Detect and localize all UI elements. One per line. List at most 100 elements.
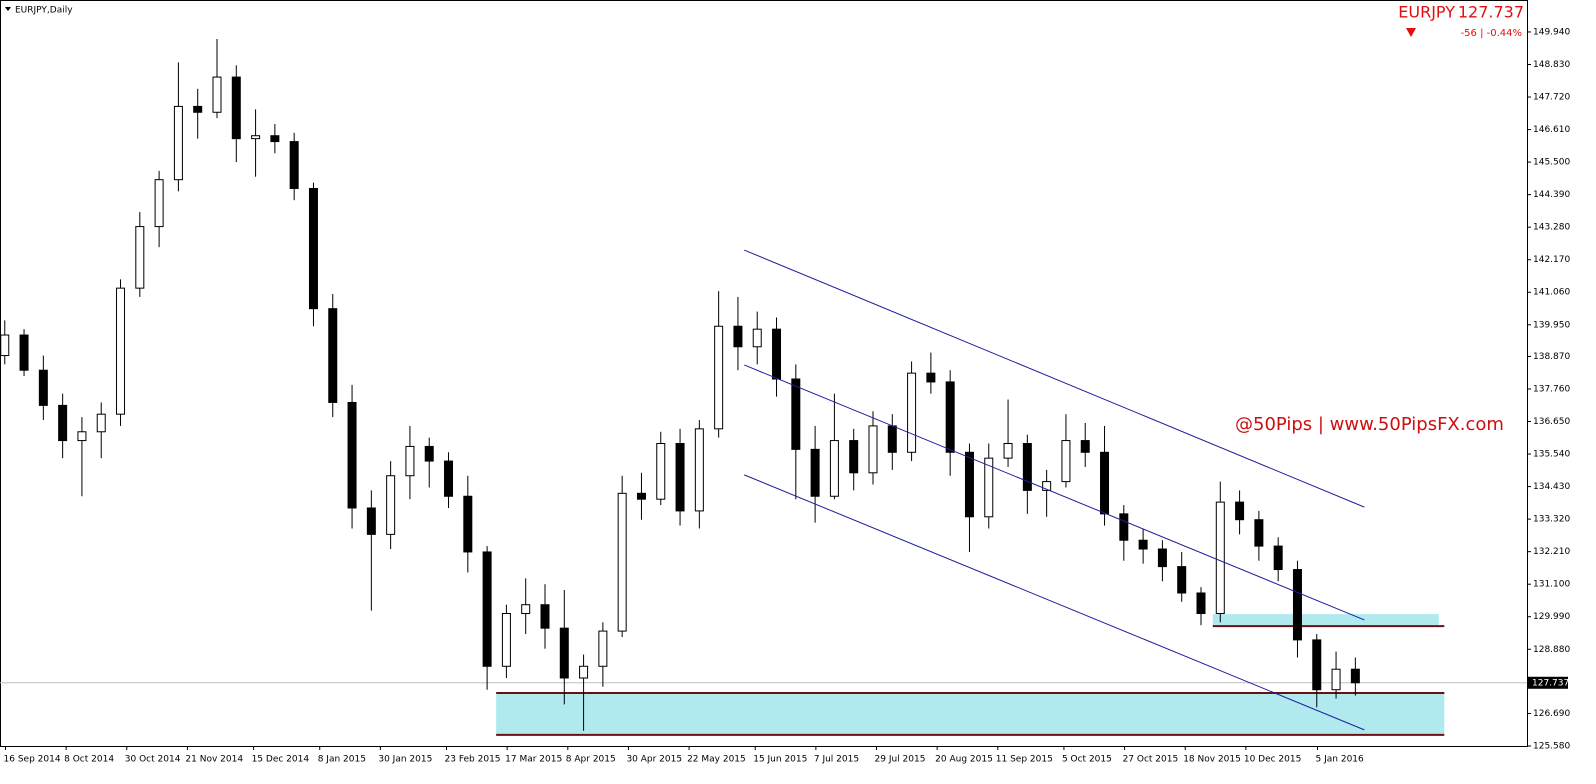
candle-body <box>849 440 859 474</box>
candle-body <box>1350 668 1360 684</box>
y-tick-label: 132.210 <box>1533 547 1570 557</box>
x-tick-label: 10 Dec 2015 <box>1244 755 1302 765</box>
candle-body <box>772 328 782 380</box>
candle-body <box>733 325 743 348</box>
x-tick-label: 30 Jan 2015 <box>378 755 432 765</box>
candle-body <box>675 442 685 512</box>
x-tick-label: 29 Jul 2015 <box>875 755 926 765</box>
candle-body <box>964 451 974 518</box>
candle-body <box>0 334 10 357</box>
candle-body <box>926 372 936 383</box>
candle-body <box>116 287 126 415</box>
candle-body <box>231 76 241 140</box>
zone <box>1212 614 1439 627</box>
candle-body <box>579 665 589 679</box>
candle-body <box>58 404 68 442</box>
x-tick-label: 11 Sep 2015 <box>996 755 1053 765</box>
x-tick-label: 7 Jul 2015 <box>814 755 859 765</box>
candle-body <box>1215 501 1225 615</box>
x-tick-label: 23 Feb 2015 <box>445 755 501 765</box>
candle-body <box>714 325 724 430</box>
y-tick-label: 142.170 <box>1533 255 1570 265</box>
price-tag-label: 127.737 <box>1532 678 1569 688</box>
x-tick-label: 15 Dec 2014 <box>252 755 310 765</box>
x-tick-label: 5 Jan 2016 <box>1316 755 1364 765</box>
x-tick-label: 16 Sep 2014 <box>4 755 61 765</box>
y-tick-label: 134.430 <box>1533 482 1570 492</box>
y-tick-label: 145.500 <box>1533 158 1570 168</box>
candle-body <box>1254 519 1264 547</box>
candle-body <box>405 445 415 477</box>
candle-body <box>791 378 801 450</box>
x-tick-label: 21 Nov 2014 <box>185 755 243 765</box>
price: 127.737 <box>1458 3 1524 22</box>
y-tick-label: 146.610 <box>1533 125 1570 135</box>
candle-body <box>173 105 183 181</box>
x-tick-label: 17 Mar 2015 <box>505 755 562 765</box>
candle-body <box>463 495 473 553</box>
candle-body <box>270 135 280 143</box>
price-tag <box>1528 676 1568 689</box>
candle-body <box>1042 481 1052 491</box>
candle-body <box>1119 513 1129 541</box>
candle-body <box>251 135 261 140</box>
candle-body <box>386 475 396 535</box>
candle-body <box>1100 451 1110 515</box>
candle-body <box>868 425 878 474</box>
y-tick-label: 139.950 <box>1533 320 1570 330</box>
x-tick-label: 20 Aug 2015 <box>935 755 993 765</box>
menu-icon <box>5 7 11 11</box>
candle-body <box>1312 639 1322 691</box>
x-tick-label: 5 Oct 2015 <box>1062 755 1112 765</box>
symbol: EURJPY <box>1398 3 1455 22</box>
candle-body <box>598 630 608 667</box>
x-tick-label: 8 Apr 2015 <box>566 755 616 765</box>
candle-body <box>444 460 454 497</box>
candle-body <box>1138 539 1148 550</box>
y-tick-label: 144.390 <box>1533 190 1570 200</box>
candle-body <box>521 604 531 615</box>
candle-body <box>424 445 434 462</box>
candle-body <box>694 428 704 512</box>
candle-body <box>1061 440 1071 483</box>
x-tick-label: 8 Jan 2015 <box>318 755 366 765</box>
y-tick-label: 143.280 <box>1533 223 1570 233</box>
candle-body <box>617 492 627 632</box>
x-tick-label: 30 Oct 2014 <box>125 755 181 765</box>
candle-body <box>308 187 318 310</box>
candle-body <box>1196 592 1206 615</box>
candle-body <box>193 105 203 113</box>
candle-body <box>154 179 164 228</box>
candle-body <box>1157 548 1167 568</box>
zone <box>496 692 1445 735</box>
x-tick-label: 15 Jun 2015 <box>753 755 807 765</box>
candle-body <box>77 431 87 442</box>
candle-body <box>501 613 511 667</box>
candle-body <box>810 448 820 497</box>
y-tick-label: 136.650 <box>1533 417 1570 427</box>
x-tick-label: 18 Nov 2015 <box>1183 755 1241 765</box>
x-tick-label: 8 Oct 2014 <box>64 755 114 765</box>
watermark: @50Pips | www.50PipsFX.com <box>1235 414 1504 435</box>
candle-body <box>984 457 994 518</box>
chart-title: EURJPY,Daily <box>15 6 73 16</box>
candle-body <box>366 507 376 535</box>
candle-body <box>829 440 839 497</box>
candle-body <box>482 551 492 667</box>
candle-body <box>1331 668 1341 691</box>
candle-body <box>347 401 357 509</box>
candle-body <box>656 442 666 500</box>
trendline <box>744 364 1365 621</box>
y-tick-label: 128.880 <box>1533 645 1570 655</box>
candle-body <box>19 334 29 371</box>
candle-body <box>907 372 917 453</box>
x-tick-label: 27 Oct 2015 <box>1123 755 1179 765</box>
y-tick-label: 147.720 <box>1533 93 1570 103</box>
candle-body <box>540 604 550 629</box>
candle-body <box>887 425 897 453</box>
candle-body <box>752 328 762 348</box>
y-tick-label: 141.060 <box>1533 288 1570 298</box>
y-tick-label: 126.690 <box>1533 709 1570 719</box>
